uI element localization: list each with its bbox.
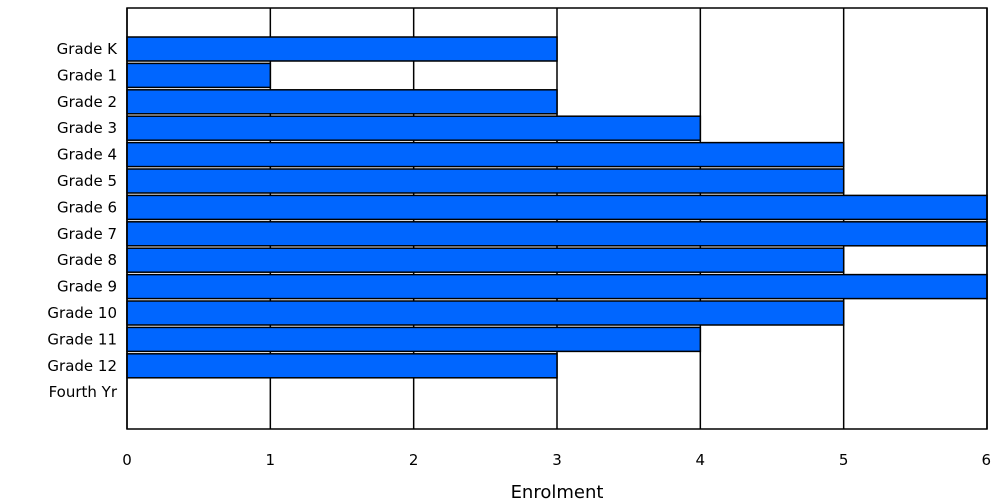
- x-tick-label: 3: [552, 451, 562, 469]
- x-tick-label: 1: [266, 451, 276, 469]
- bar: [126, 353, 558, 379]
- category-label: Grade 12: [47, 357, 117, 375]
- bar: [126, 36, 558, 62]
- bar: [126, 273, 988, 300]
- bar: [126, 115, 702, 141]
- x-tick-label: 4: [696, 451, 706, 469]
- bar: [126, 62, 272, 89]
- bar: [126, 89, 558, 115]
- category-label: Fourth Yr: [49, 383, 118, 401]
- bar: [126, 221, 988, 247]
- category-label: Grade 7: [57, 225, 117, 243]
- bar: [126, 168, 845, 194]
- category-label: Grade 9: [57, 278, 117, 296]
- bar: [126, 326, 702, 353]
- category-label: Grade 2: [57, 93, 117, 111]
- x-tick-label: 0: [122, 451, 132, 469]
- category-label: Grade 10: [47, 304, 117, 322]
- x-tick-labels: 0 1 2 3 4 5 6: [122, 451, 991, 469]
- plot-frame: [126, 7, 988, 430]
- category-label: Grade 5: [57, 172, 117, 190]
- category-label: Grade K: [57, 40, 119, 58]
- x-tick-label: 5: [839, 451, 849, 469]
- bar: [126, 141, 845, 168]
- category-label: Grade 11: [47, 330, 117, 348]
- bar: [126, 194, 988, 221]
- category-label: Grade 4: [57, 146, 117, 164]
- bars: [126, 36, 988, 379]
- bar: [126, 300, 845, 326]
- x-tick-label: 2: [409, 451, 419, 469]
- bar: [126, 247, 845, 273]
- category-label: Grade 1: [57, 66, 117, 84]
- category-label: Grade 6: [57, 198, 117, 216]
- category-label: Grade 8: [57, 251, 117, 269]
- category-labels: Grade K Grade 1 Grade 2 Grade 3 Grade 4 Grade…: [47, 40, 118, 401]
- category-label: Grade 3: [57, 119, 117, 137]
- x-axis-title: Enrolment: [511, 482, 604, 503]
- x-tick-label: 6: [981, 451, 991, 469]
